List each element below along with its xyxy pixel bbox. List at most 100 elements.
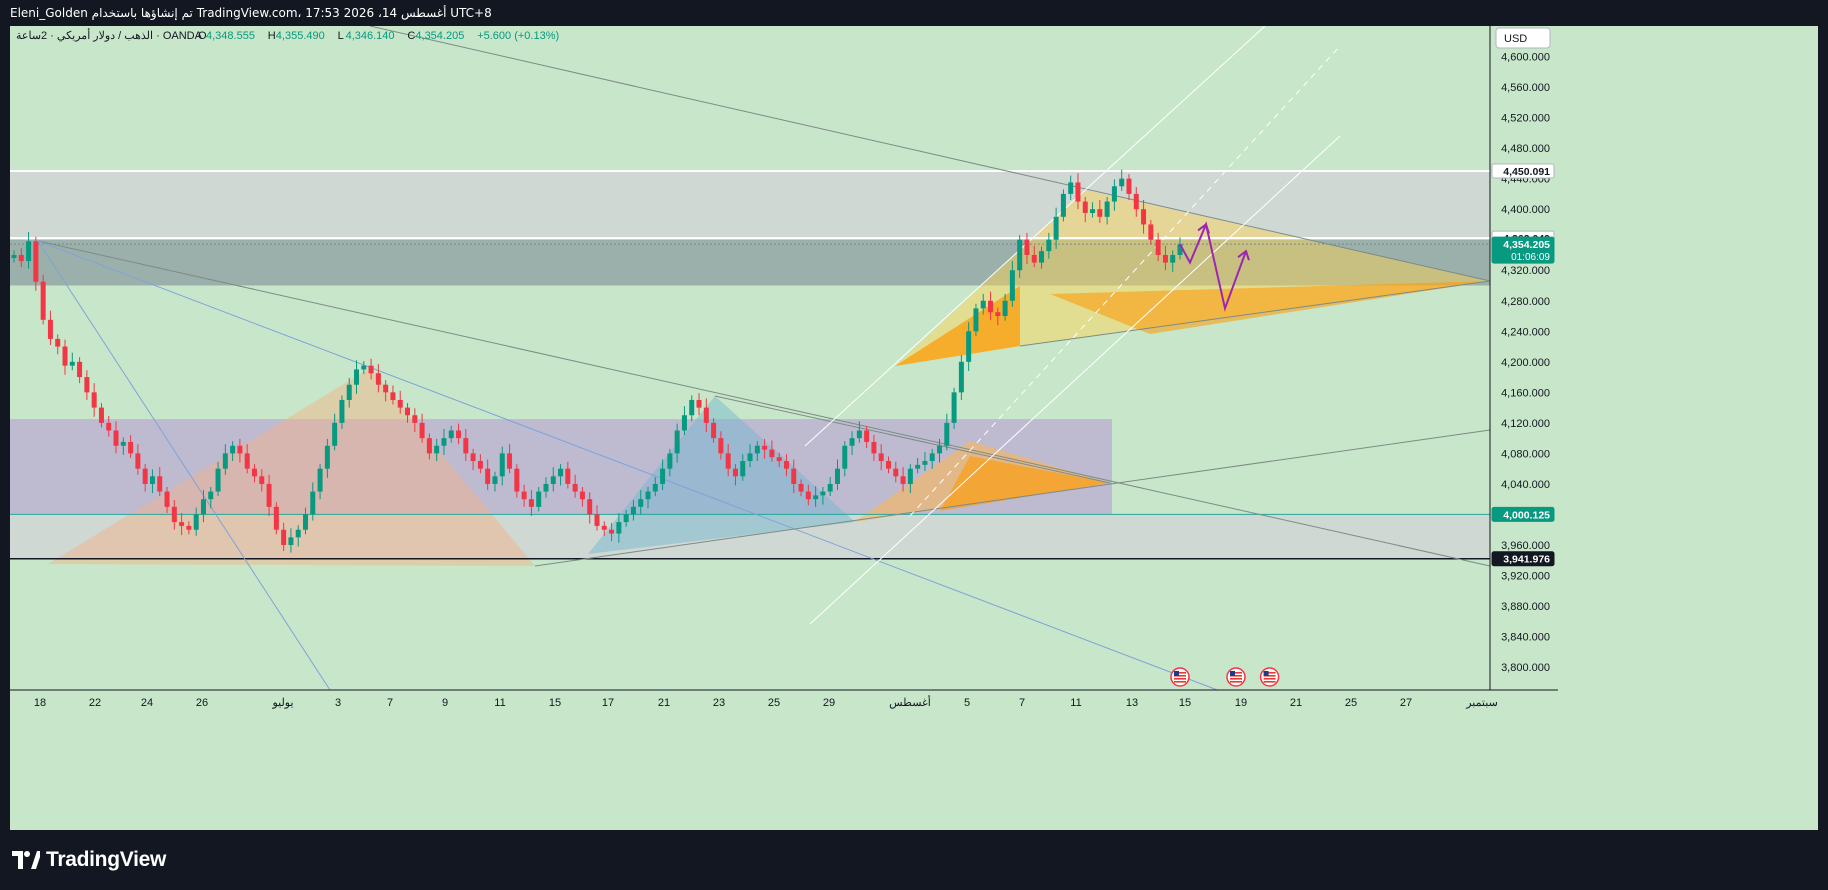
candle-body bbox=[1119, 178, 1125, 187]
time-tick-label: 18 bbox=[34, 697, 46, 709]
candle bbox=[368, 358, 374, 380]
candle-body bbox=[499, 453, 505, 477]
candle-body bbox=[798, 483, 804, 492]
candle-body bbox=[339, 399, 345, 423]
price-tick-label: 4,200.000 bbox=[1501, 357, 1550, 369]
candle-body bbox=[230, 445, 236, 454]
candle-body bbox=[878, 453, 884, 462]
candle bbox=[915, 457, 921, 474]
price-label: 4,000.125 bbox=[1491, 506, 1555, 522]
candle-body bbox=[1133, 193, 1139, 210]
time-tick-label: يوليو bbox=[271, 697, 293, 709]
candle-body bbox=[1097, 209, 1103, 217]
candle bbox=[769, 440, 775, 462]
price-tick-label: 4,600.000 bbox=[1501, 52, 1550, 64]
candle bbox=[55, 334, 61, 355]
candle bbox=[601, 521, 607, 536]
time-tick-label: 24 bbox=[141, 697, 153, 709]
candle-body bbox=[310, 491, 316, 515]
candle bbox=[579, 486, 585, 507]
candle-body bbox=[630, 506, 636, 515]
candle-body bbox=[354, 369, 360, 385]
chart-area[interactable]: 4,600.000 4,560.000 4,520.000 4,480.000 4,44… bbox=[10, 25, 1818, 830]
candle bbox=[492, 471, 498, 492]
candle bbox=[164, 486, 170, 513]
candle bbox=[324, 438, 330, 478]
candle bbox=[244, 444, 250, 474]
candle bbox=[667, 448, 673, 477]
candle-body bbox=[84, 377, 90, 393]
candle-body bbox=[871, 441, 877, 454]
projection-arrow-1 bbox=[1197, 222, 1210, 234]
candle bbox=[1039, 246, 1045, 269]
tradingview-logo[interactable]: TradingView bbox=[12, 846, 166, 874]
price-tick-label: 4,520.000 bbox=[1501, 113, 1550, 125]
candle bbox=[1148, 219, 1154, 245]
price-tick-label: 4,240.000 bbox=[1501, 326, 1550, 338]
candle bbox=[77, 357, 83, 384]
candle bbox=[609, 522, 615, 542]
price-label-box bbox=[1491, 236, 1555, 264]
candle-body bbox=[390, 392, 396, 400]
candle bbox=[98, 403, 104, 428]
candle-body bbox=[791, 468, 797, 484]
currency-button[interactable] bbox=[1495, 27, 1551, 49]
candle bbox=[1002, 293, 1008, 321]
candle bbox=[689, 395, 695, 422]
candle-body bbox=[1024, 239, 1030, 255]
candle bbox=[929, 448, 935, 469]
inner-dark-zone bbox=[10, 239, 1490, 286]
candle-body bbox=[368, 365, 374, 374]
candle-body bbox=[1068, 182, 1074, 194]
candle-body bbox=[783, 461, 789, 469]
legend-ohlc: O 4,348.555 H 4,355.490 L 4,346.140 C 4,354.205… bbox=[198, 30, 559, 42]
candle-body bbox=[922, 461, 928, 465]
left-triangle-pattern bbox=[48, 368, 535, 566]
price-axis[interactable]: 4,600.0004,560.0004,520.0004,480.0004,44… bbox=[1489, 26, 1550, 712]
candle-body bbox=[171, 506, 177, 523]
candle bbox=[711, 418, 717, 443]
candle-body bbox=[215, 468, 221, 492]
candle-body bbox=[77, 361, 83, 378]
candle-body bbox=[47, 319, 53, 339]
candle-body bbox=[1017, 239, 1023, 271]
candle bbox=[514, 464, 520, 498]
time-tick-label: 23 bbox=[713, 697, 725, 709]
candle bbox=[995, 307, 1001, 326]
candle-body bbox=[1170, 254, 1176, 263]
candle-body bbox=[543, 483, 549, 492]
candle-body bbox=[317, 468, 323, 492]
candle bbox=[33, 236, 39, 291]
candle-body bbox=[769, 449, 775, 458]
time-axis[interactable]: 18 22 24 26 يوليو 3 7 9 11 15 17 21 23 25 29 أغسطس 5 7 11 1… bbox=[10, 689, 1558, 712]
candle bbox=[951, 387, 957, 429]
steep-blue-line bbox=[37, 240, 331, 691]
candle bbox=[980, 293, 986, 315]
time-tick-label: 11 bbox=[1070, 697, 1081, 709]
candle bbox=[186, 521, 192, 535]
candle-body bbox=[419, 422, 425, 439]
time-tick-label: 9 bbox=[442, 697, 448, 709]
candle-body bbox=[703, 407, 709, 423]
candle bbox=[303, 507, 308, 535]
candle bbox=[893, 461, 899, 483]
candle-body bbox=[1002, 300, 1008, 317]
event-ring bbox=[1259, 667, 1280, 687]
price-tick-label: 3,960.000 bbox=[1501, 540, 1550, 552]
candle bbox=[1082, 196, 1088, 223]
candle-body bbox=[958, 361, 964, 393]
projection-arrow-2 bbox=[1237, 249, 1250, 261]
candle bbox=[630, 499, 636, 521]
price-chart[interactable]: 4,600.0004,560.0004,520.0004,480.0004,44… bbox=[10, 25, 1818, 830]
candle-body bbox=[179, 522, 185, 526]
candle-body bbox=[937, 445, 943, 454]
candle bbox=[142, 464, 148, 492]
flag-stripe bbox=[1230, 672, 1242, 674]
candle bbox=[907, 464, 913, 494]
candle-body bbox=[463, 438, 469, 454]
candle-body bbox=[295, 529, 301, 538]
candle-body bbox=[754, 445, 760, 454]
candle-body bbox=[485, 468, 491, 484]
candle bbox=[587, 492, 593, 524]
candle-body bbox=[944, 422, 950, 446]
